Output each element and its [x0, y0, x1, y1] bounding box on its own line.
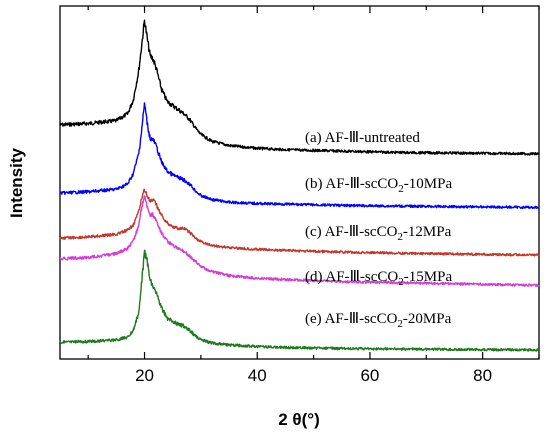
series-label-a: (a) AF-Ⅲ-untreated [305, 130, 420, 146]
series-line-b [59, 102, 540, 210]
plot-frame [59, 5, 540, 360]
y-axis-title: Intensity [7, 148, 26, 218]
x-tick-label-60: 60 [360, 366, 379, 385]
series-label-e: (e) AF-Ⅲ-scCO2-20MPa [305, 311, 452, 330]
series-line-e [59, 249, 540, 352]
series-label-c: (c) AF-Ⅲ-scCO2-12MPa [305, 224, 452, 243]
series-labels: (a) AF-Ⅲ-untreated (b) AF-Ⅲ-scCO2-10MPa (c… [305, 130, 452, 330]
x-tick-label-80: 80 [473, 366, 492, 385]
x-tick-label-40: 40 [248, 366, 267, 385]
x-axis-title: 2 θ(°) [278, 410, 320, 429]
series-label-b: (b) AF-Ⅲ-scCO2-10MPa [305, 176, 452, 195]
x-tick-label-20: 20 [135, 366, 154, 385]
series-line-a [59, 19, 540, 156]
series-lines [59, 19, 540, 352]
series-line-d [59, 195, 540, 287]
series-label-d: (d) AF-Ⅲ-scCO2-15MPa [305, 269, 452, 288]
series-line-c [59, 188, 540, 257]
x-axis-ticks: 20 40 60 80 [87, 6, 540, 385]
